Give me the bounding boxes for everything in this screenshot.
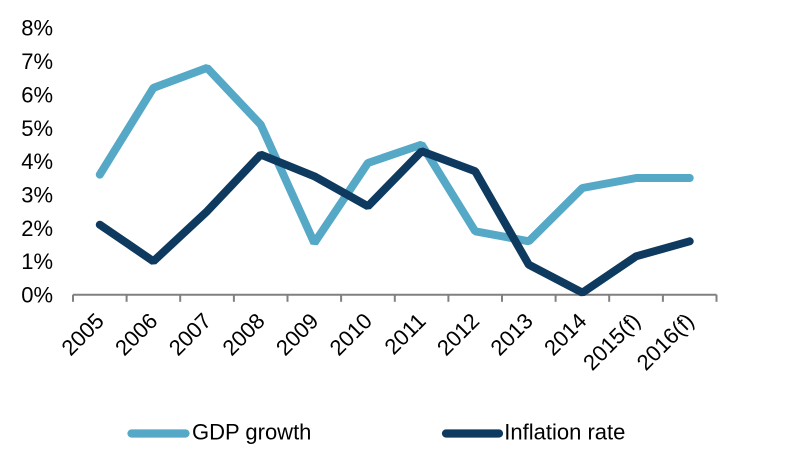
svg-text:2010: 2010 [325, 308, 377, 360]
svg-text:3%: 3% [21, 182, 53, 207]
svg-text:2%: 2% [21, 216, 53, 241]
svg-text:GDP growth: GDP growth [192, 419, 311, 444]
svg-text:2011: 2011 [380, 308, 431, 359]
svg-text:2005: 2005 [57, 308, 109, 360]
svg-text:8%: 8% [21, 16, 53, 41]
svg-text:1%: 1% [21, 249, 53, 274]
svg-text:2015(f): 2015(f) [578, 308, 645, 375]
svg-text:2007: 2007 [164, 308, 216, 360]
svg-text:2013: 2013 [486, 308, 538, 360]
svg-text:2009: 2009 [271, 308, 323, 360]
svg-text:6%: 6% [21, 82, 53, 107]
svg-text:2006: 2006 [110, 308, 162, 360]
svg-text:0%: 0% [21, 283, 53, 308]
svg-text:5%: 5% [21, 116, 53, 141]
svg-text:7%: 7% [21, 49, 53, 74]
svg-text:2008: 2008 [217, 308, 269, 360]
svg-text:Inflation rate: Inflation rate [504, 419, 625, 444]
svg-text:4%: 4% [21, 149, 53, 174]
svg-text:2012: 2012 [432, 308, 484, 360]
svg-text:2016(f): 2016(f) [632, 308, 699, 375]
